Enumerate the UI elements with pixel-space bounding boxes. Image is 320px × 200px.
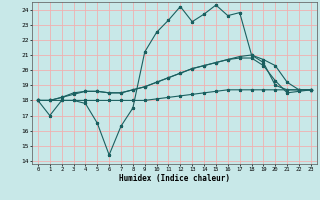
X-axis label: Humidex (Indice chaleur): Humidex (Indice chaleur) (119, 174, 230, 183)
